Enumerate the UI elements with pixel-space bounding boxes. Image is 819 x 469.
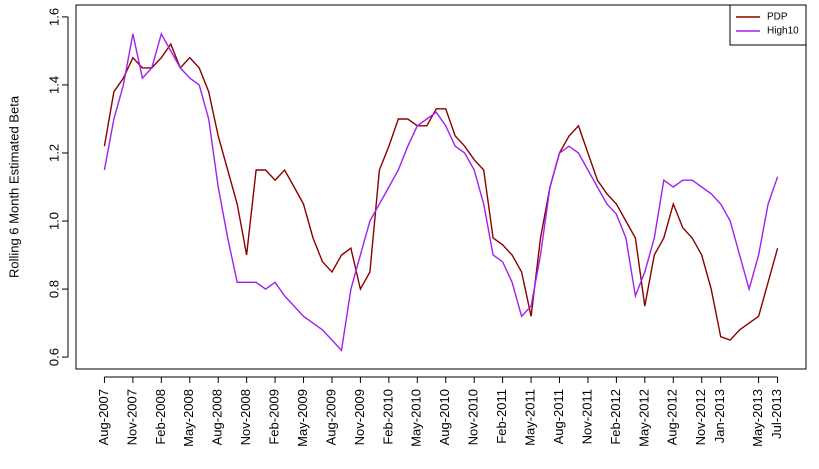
- plot-frame: [75, 4, 807, 370]
- x-tick-label: Nov-2011: [579, 389, 594, 444]
- y-tick-label: 0.6: [46, 348, 61, 366]
- x-tick-label: Nov-2007: [124, 389, 139, 445]
- legend: PDP High10: [729, 4, 807, 46]
- x-tick-label: Nov-2012: [693, 389, 708, 445]
- x-tick-label: Nov-2008: [238, 389, 253, 445]
- x-tick-label: May-2008: [181, 389, 196, 447]
- series-line: [103, 42, 779, 341]
- y-tick-label: 1.0: [46, 212, 61, 230]
- x-tick-label: May-2011: [523, 389, 538, 446]
- x-tick-label: Feb-2010: [380, 389, 395, 445]
- x-tick-label: Nov-2010: [466, 389, 481, 445]
- y-tick-label: 0.8: [46, 280, 61, 298]
- legend-label: PDP: [767, 12, 788, 23]
- y-tick-label: 1.6: [46, 8, 61, 26]
- y-tick-label: 1.4: [46, 76, 61, 94]
- x-tick-label: Jan-2013: [712, 389, 727, 443]
- x-tick-label: Aug-2008: [210, 389, 225, 445]
- x-tick-label: May-2009: [295, 389, 310, 447]
- legend-box: [729, 4, 807, 46]
- y-tick-label: 1.2: [46, 144, 61, 162]
- x-tick-label: Nov-2009: [352, 389, 367, 445]
- x-tick-label: Jul-2013: [769, 389, 784, 439]
- x-tick-label: Feb-2009: [267, 389, 282, 445]
- legend-label: High10: [767, 26, 799, 37]
- x-tick-label: Feb-2011: [494, 389, 509, 444]
- x-tick-label: May-2013: [750, 389, 765, 447]
- series-line: [103, 32, 779, 352]
- x-tick-label: Aug-2010: [437, 389, 452, 445]
- x-tick-label: May-2010: [409, 389, 424, 447]
- y-axis-label: Rolling 6 Month Estimated Beta: [6, 95, 21, 278]
- x-tick-label: May-2012: [636, 389, 651, 447]
- x-tick-label: Aug-2009: [323, 389, 338, 445]
- x-tick-label: Feb-2008: [153, 389, 168, 445]
- x-tick-label: Feb-2012: [608, 389, 623, 445]
- x-tick-label: Aug-2011: [551, 389, 566, 444]
- x-tick-label: Aug-2012: [665, 389, 680, 445]
- x-tick-label: Aug-2007: [96, 389, 111, 445]
